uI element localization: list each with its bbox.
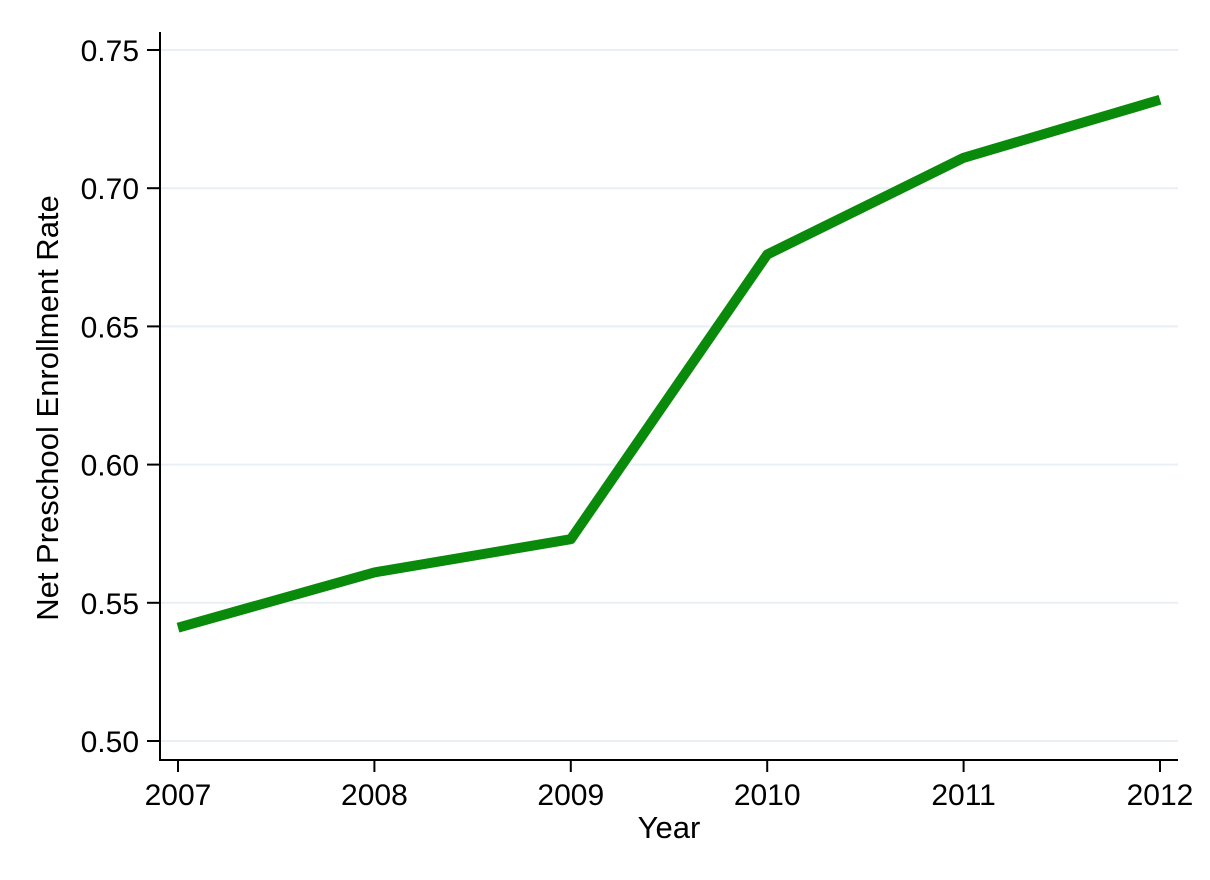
y-tick-label: 0.70 (81, 173, 139, 206)
x-tick-label: 2007 (145, 779, 212, 812)
x-tick-label: 2010 (734, 779, 801, 812)
enrollment-rate-line (176, 94, 1162, 633)
y-tick-label: 0.55 (81, 588, 139, 621)
y-tick-label: 0.60 (81, 450, 139, 483)
y-tick-label: 0.50 (81, 726, 139, 759)
x-tick-label: 2012 (1127, 779, 1194, 812)
y-tick-label: 0.75 (81, 35, 139, 68)
x-tick-label: 2009 (537, 779, 604, 812)
y-axis-title: Net Preschool Enrollment Rate (30, 195, 65, 621)
x-tick-label: 2011 (931, 779, 996, 812)
y-tick-label: 0.65 (81, 311, 139, 344)
x-axis-title: Year (637, 810, 701, 845)
x-tick-label: 2008 (341, 779, 408, 812)
